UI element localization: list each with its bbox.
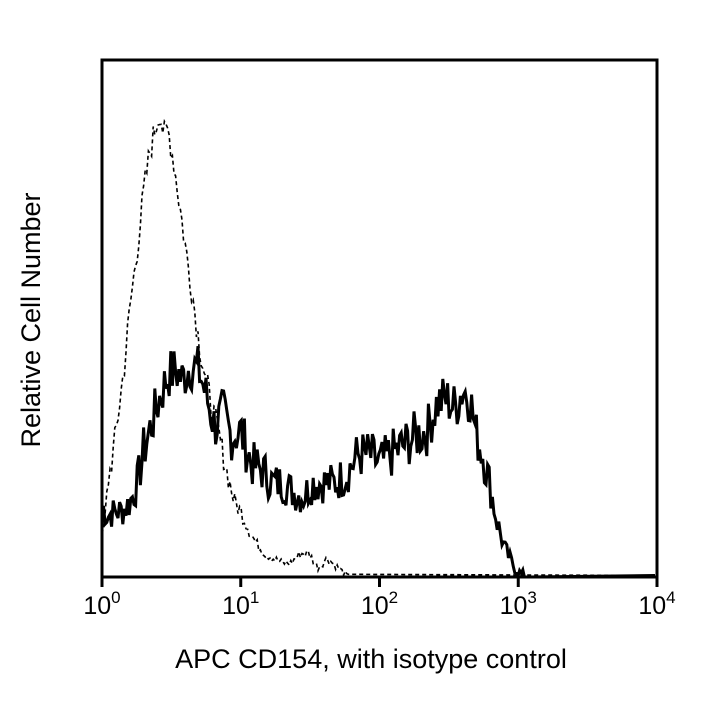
x-tick-label: 100 [83, 588, 120, 620]
cd154-series-line [101, 346, 656, 581]
isotype-control-series-line [101, 118, 656, 578]
x-tick-layer: 100 101 102 103 104 [83, 577, 676, 620]
x-tick-label: 103 [500, 588, 537, 620]
x-tick-label: 101 [222, 588, 259, 620]
y-axis-label: Relative Cell Number [16, 192, 46, 447]
series-layer [101, 118, 656, 581]
x-tick-label: 102 [361, 588, 398, 620]
x-axis-label: APC CD154, with isotype control [175, 644, 567, 674]
plot-frame [100, 58, 659, 579]
x-tick-label: 104 [638, 588, 675, 620]
